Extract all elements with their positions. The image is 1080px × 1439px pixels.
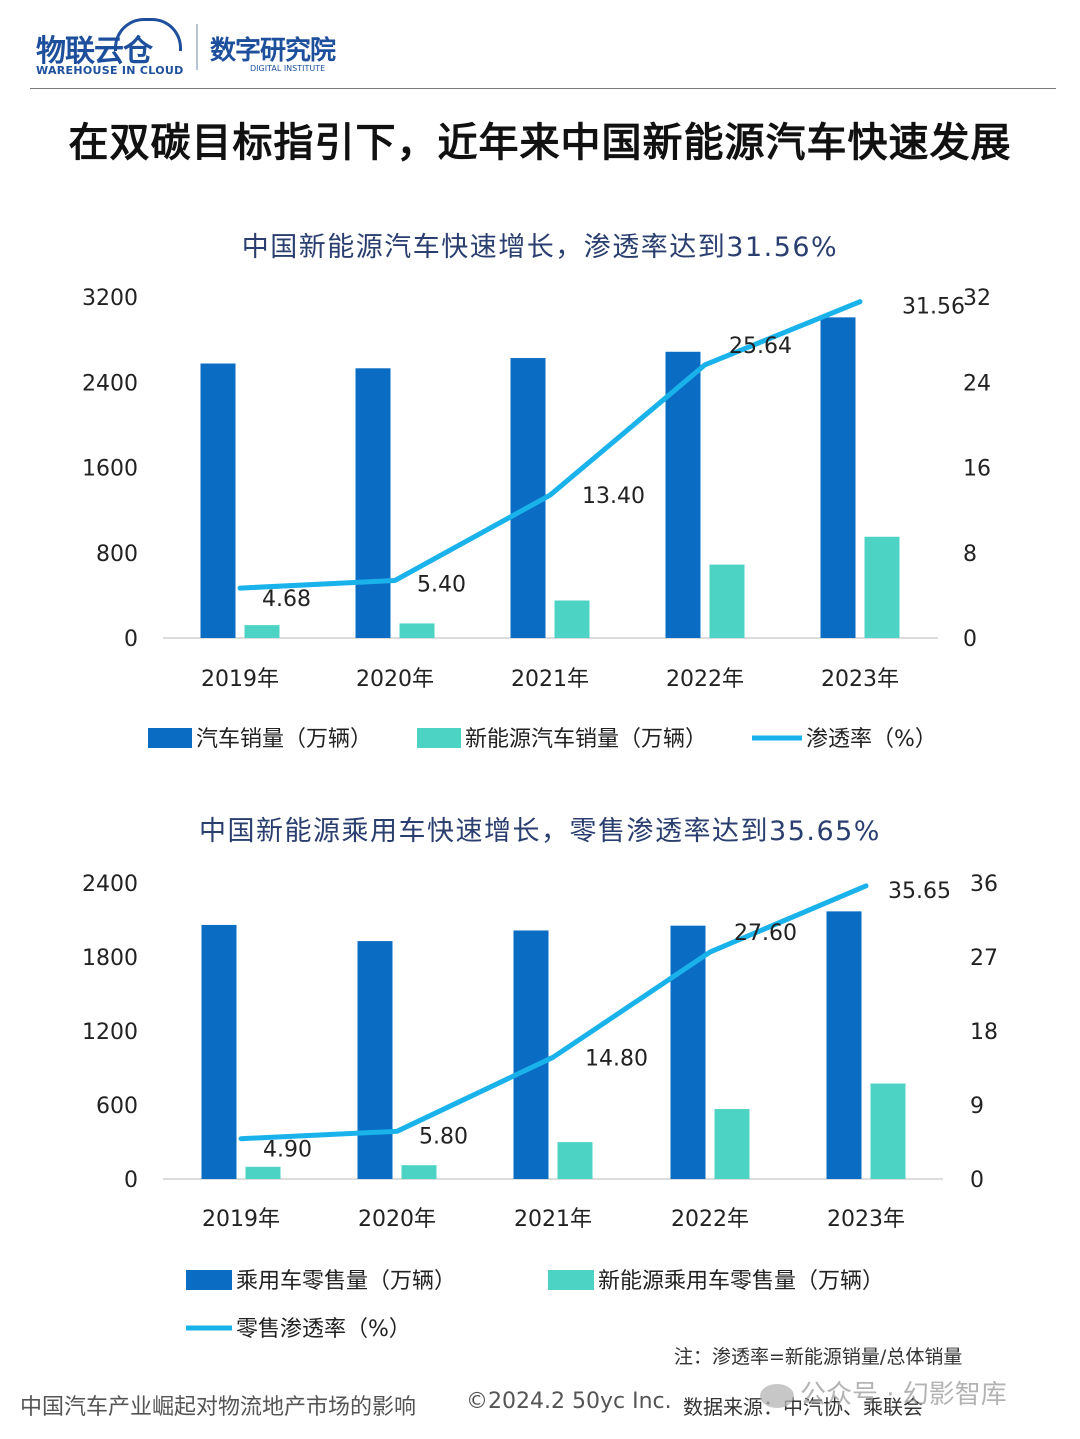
y-left-tick-label: 600: [96, 1094, 138, 1119]
legend-label-1: 新能源乘用车零售量（万辆）: [598, 1269, 884, 1294]
footnote: 注：渗透率=新能源销量/总体销量: [674, 1346, 963, 1368]
bar-nev-0: [245, 1166, 281, 1179]
y-right-tick-label: 32: [963, 286, 991, 311]
legend-label-1: 新能源汽车销量（万辆）: [465, 727, 707, 752]
rate-data-label-0: 4.90: [263, 1138, 312, 1163]
header-divider: [30, 88, 1056, 89]
digital-institute-logo: 数字研究院 DIGITAL INSTITUTE: [210, 26, 370, 76]
footer-report-title: 中国汽车产业崛起对物流地产市场的影响: [20, 1395, 417, 1420]
nev-passenger-chart: 中国新能源乘用车快速增长，零售渗透率达到35.65% 0 600 1200 1800 24…: [82, 816, 998, 1342]
warehouse-in-cloud-logo: 物联云仓 WAREHOUSE IN CLOUD: [36, 18, 186, 80]
institute-cn-text: 数字研究院: [210, 36, 336, 66]
y-left-tick-label: 2400: [82, 371, 138, 396]
y-left-tick-label: 800: [96, 542, 138, 567]
bar-total-2: [513, 930, 549, 1179]
bar-nev-3: [714, 1109, 750, 1179]
y-right-tick-label: 27: [970, 946, 998, 971]
logo-divider: [196, 24, 198, 70]
y-right-tick-label: 9: [970, 1094, 984, 1119]
nev-sales-chart: 中国新能源汽车快速增长，渗透率达到31.56% 0 800 1600 2400 3200 0…: [82, 232, 991, 752]
y-right-tick-label: 36: [970, 872, 998, 897]
bar-total-4: [826, 911, 862, 1179]
bar-total-3: [670, 925, 706, 1179]
x-category-label: 2021年: [511, 667, 589, 692]
footer: 中国汽车产业崛起对物流地产市场的影响 ©2024.2 50yc Inc. 数据来…: [0, 1385, 1080, 1425]
legend-label-0: 乘用车零售量（万辆）: [236, 1269, 456, 1294]
x-category-label: 2022年: [666, 667, 744, 692]
x-category-label: 2023年: [827, 1207, 905, 1232]
rate-data-label-3: 25.64: [729, 334, 792, 359]
bar-nev-4: [864, 536, 900, 638]
rate-data-label-0: 4.68: [262, 587, 311, 612]
bar-total-4: [820, 317, 856, 638]
x-category-label: 2021年: [514, 1207, 592, 1232]
y-left-tick-label: 2400: [82, 872, 138, 897]
bar-nev-1: [401, 1165, 437, 1179]
rate-data-label-1: 5.40: [417, 572, 466, 597]
x-category-label: 2020年: [356, 667, 434, 692]
y-right-tick-label: 8: [963, 542, 977, 567]
y-left-tick-label: 0: [124, 627, 138, 652]
logo-cn-text: 物联云仓: [36, 34, 153, 69]
y-left-tick-label: 3200: [82, 286, 138, 311]
x-category-label: 2020年: [358, 1207, 436, 1232]
chart-title: 中国新能源乘用车快速增长，零售渗透率达到35.65%: [199, 816, 881, 847]
y-right-tick-label: 0: [963, 627, 977, 652]
watermark-text: 公众号 · 幻影智库: [800, 1380, 1007, 1410]
legend-label-0: 汽车销量（万辆）: [196, 727, 372, 752]
legend-label-2: 渗透率（%）: [806, 727, 937, 752]
bar-nev-2: [557, 1142, 593, 1179]
logo-en-text: WAREHOUSE IN CLOUD: [36, 64, 184, 77]
y-left-tick-label: 1200: [82, 1020, 138, 1045]
legend-swatch-1: [548, 1270, 594, 1290]
chart-title: 中国新能源汽车快速增长，渗透率达到31.56%: [242, 232, 838, 263]
penetration-rate-line: [238, 883, 869, 1142]
bar-nev-4: [870, 1083, 906, 1179]
y-left-tick-label: 1600: [82, 457, 138, 482]
penetration-rate-line: [237, 299, 863, 591]
legend-swatch-0: [148, 728, 192, 748]
bar-total-3: [665, 351, 701, 638]
institute-en-text: DIGITAL INSTITUTE: [250, 64, 326, 73]
rate-data-label-3: 27.60: [734, 921, 797, 946]
rate-data-label-1: 5.80: [419, 1124, 468, 1149]
bar-nev-3: [709, 564, 745, 638]
x-category-label: 2023年: [821, 667, 899, 692]
wechat-icon: [760, 1383, 794, 1408]
bar-total-1: [357, 941, 393, 1179]
legend-swatch-1: [417, 728, 461, 748]
bar-total-0: [201, 924, 237, 1179]
y-right-tick-label: 18: [970, 1020, 998, 1045]
watermark: 公众号 · 幻影智库: [760, 1374, 1007, 1411]
y-right-tick-label: 0: [970, 1168, 984, 1193]
rate-data-label-2: 14.80: [585, 1046, 648, 1071]
x-category-label: 2019年: [202, 1207, 280, 1232]
bar-total-1: [355, 368, 391, 638]
rate-data-label-2: 13.40: [582, 484, 645, 509]
header: 物联云仓 WAREHOUSE IN CLOUD 数字研究院 DIGITAL IN…: [0, 0, 1080, 90]
bar-total-2: [510, 358, 546, 638]
bar-nev-0: [244, 625, 280, 638]
rate-data-label-4: 31.56: [902, 295, 965, 320]
bar-nev-1: [399, 623, 435, 638]
footer-copyright: ©2024.2 50yc Inc.: [466, 1389, 672, 1414]
x-category-label: 2022年: [671, 1207, 749, 1232]
y-right-tick-label: 16: [963, 457, 991, 482]
y-left-tick-label: 1800: [82, 946, 138, 971]
legend-label-2: 零售渗透率（%）: [236, 1317, 411, 1342]
x-category-label: 2019年: [201, 667, 279, 692]
y-left-tick-label: 0: [124, 1168, 138, 1193]
bar-total-0: [200, 363, 236, 638]
rate-data-label-4: 35.65: [888, 879, 951, 904]
y-right-tick-label: 24: [963, 371, 991, 396]
page-title: 在双碳目标指引下，近年来中国新能源汽车快速发展: [68, 120, 1012, 166]
footer-source: 数据来源：中汽协、乘联会: [683, 1395, 923, 1419]
bar-nev-2: [554, 600, 590, 638]
legend-swatch-0: [186, 1270, 232, 1290]
